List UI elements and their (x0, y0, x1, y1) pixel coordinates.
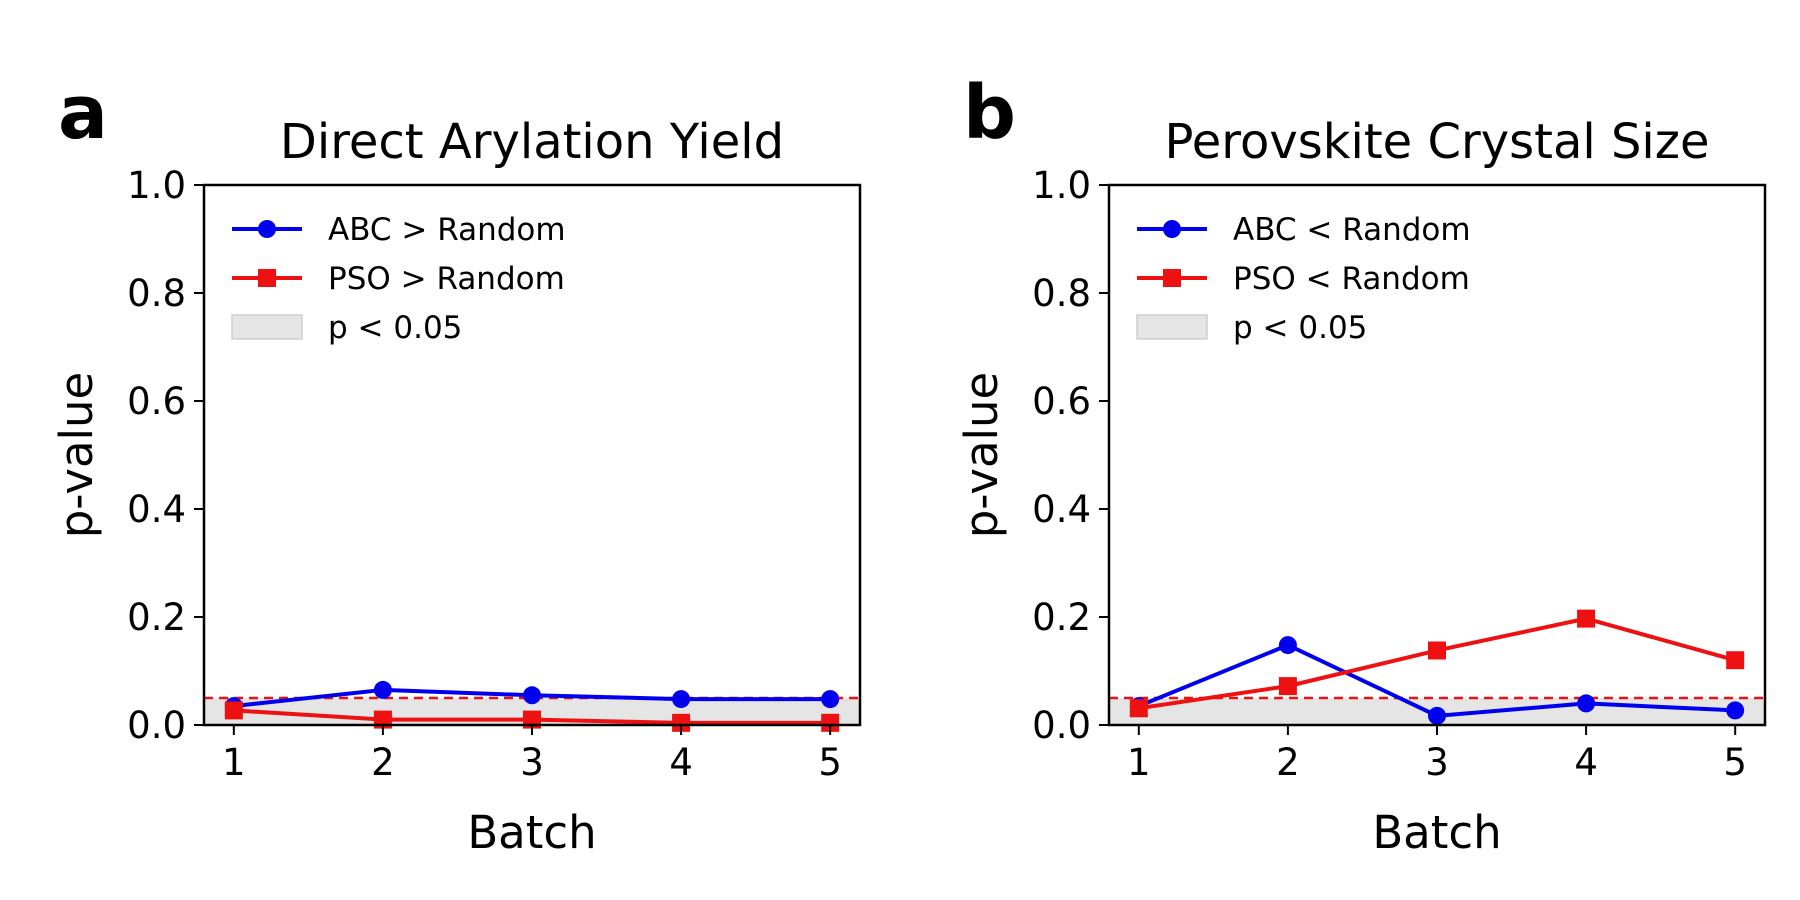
legend-marker (1163, 269, 1181, 287)
chart-title: Perovskite Crystal Size (1165, 114, 1710, 170)
x-tick-label: 2 (1276, 741, 1300, 784)
y-tick-label: 0.2 (127, 596, 186, 639)
legend-label: p < 0.05 (328, 310, 462, 346)
x-tick-label: 1 (1127, 741, 1151, 784)
legend-label: PSO < Random (1233, 261, 1470, 297)
series-0 (1129, 636, 1745, 725)
series-1 (224, 701, 840, 732)
y-tick-label: 0.4 (127, 488, 186, 531)
x-tick-label: 4 (669, 741, 693, 784)
x-tick-label: 2 (371, 741, 395, 784)
panel-a: a Direct Arylation Yield 1 2 3 4 5 0.0 0.2 0.4 0.6… (50, 70, 862, 859)
panel-letter: b (963, 70, 1016, 156)
data-point (821, 713, 840, 732)
y-tick-label: 0.8 (127, 272, 186, 315)
legend-item: PSO > Random (232, 261, 565, 297)
legend-label: p < 0.05 (1233, 310, 1367, 346)
legend-marker (258, 269, 276, 287)
y-tick-label: 0.8 (1032, 272, 1091, 315)
x-tick-label: 3 (520, 741, 544, 784)
legend-item: ABC > Random (232, 212, 566, 248)
legend-label: ABC > Random (328, 212, 566, 248)
data-point (523, 686, 541, 705)
legend-marker (258, 220, 276, 238)
y-tick-label: 0.6 (127, 380, 186, 423)
data-point (1278, 636, 1297, 655)
data-point (1428, 641, 1446, 660)
x-tick-label: 5 (818, 741, 842, 784)
panel-b: b Perovskite Crystal Size 1 2 3 4 5 0.0 0.2 0.4 0.… (955, 70, 1767, 859)
data-point (672, 690, 691, 709)
x-axis-label: Batch (467, 806, 596, 859)
data-point (1278, 677, 1297, 696)
legend-item: PSO < Random (1137, 261, 1470, 297)
data-point (672, 713, 691, 732)
legend-item: p < 0.05 (231, 310, 462, 346)
x-tick-label: 1 (222, 741, 246, 784)
x-tick-label: 5 (1723, 741, 1747, 784)
chart-title: Direct Arylation Yield (280, 114, 784, 170)
data-point (224, 701, 243, 720)
y-tick-label: 0.0 (127, 704, 186, 747)
legend: ABC > Random PSO > Random p < 0.05 (231, 212, 566, 346)
panel-letter: a (58, 70, 108, 156)
y-axis-label: p-value (955, 372, 1008, 539)
legend-label: ABC < Random (1233, 212, 1471, 248)
y-tick-label: 0.4 (1032, 488, 1091, 531)
y-tick-label: 0.2 (1032, 596, 1091, 639)
data-point (821, 690, 840, 709)
legend-item: ABC < Random (1137, 212, 1471, 248)
y-tick-label: 1.0 (1032, 164, 1091, 207)
data-point (1726, 651, 1745, 670)
data-point (1726, 701, 1745, 720)
x-tick-label: 4 (1574, 741, 1598, 784)
legend-marker (1163, 220, 1181, 238)
y-tick-label: 0.0 (1032, 704, 1091, 747)
legend-band-swatch (1136, 314, 1208, 340)
series-1 (1129, 609, 1745, 718)
y-axis-label: p-value (50, 372, 103, 539)
series-line (1138, 616, 1736, 711)
legend-item: p < 0.05 (1136, 310, 1367, 346)
x-tick-label: 3 (1425, 741, 1449, 784)
data-point (1129, 699, 1148, 718)
legend-label: PSO > Random (328, 261, 565, 297)
data-point (1577, 609, 1596, 628)
y-tick-label: 1.0 (127, 164, 186, 207)
data-point (1577, 694, 1596, 713)
y-tick-label: 0.6 (1032, 380, 1091, 423)
data-point (1428, 706, 1446, 725)
x-axis-label: Batch (1372, 806, 1501, 859)
legend-band-swatch (231, 314, 303, 340)
data-point (373, 680, 392, 699)
legend: ABC < Random PSO < Random p < 0.05 (1136, 212, 1471, 346)
